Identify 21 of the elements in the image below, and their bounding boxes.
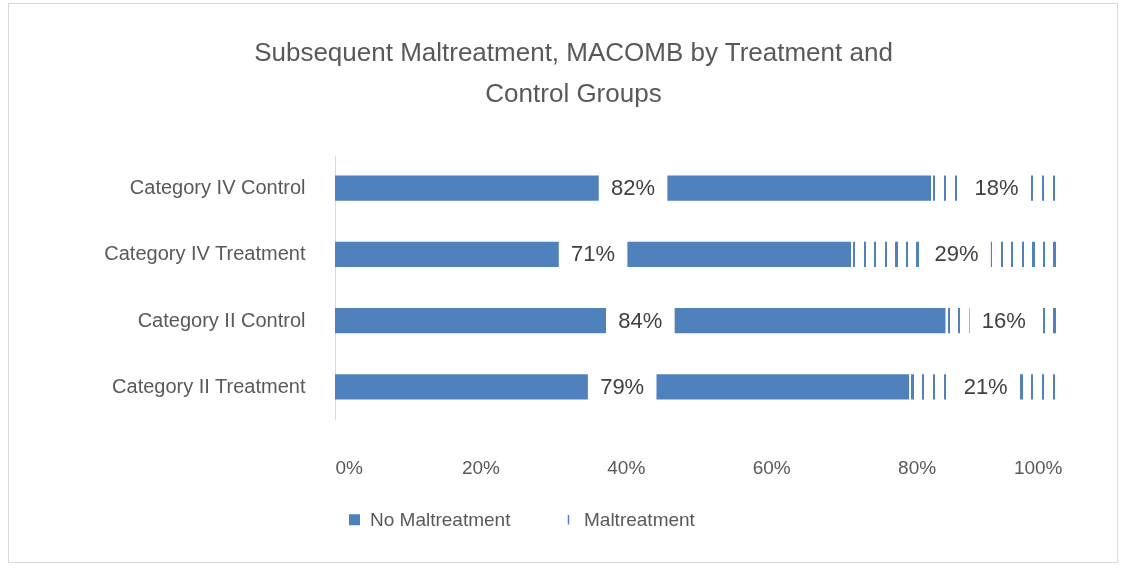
data-label: 16% [981,307,1026,333]
y-tick-label: Category II Treatment [112,374,306,397]
y-tick-label: Category II Control [137,308,306,331]
x-tick-label: 0% [335,456,364,478]
y-tick-label: Category IV Control [129,176,306,199]
x-tick-label: 60% [752,456,791,478]
x-tick-label: 40% [607,456,646,478]
legend-label: No Maltreatment [370,508,512,530]
x-tick-label: 100% [1013,456,1063,478]
data-label: 82% [611,175,656,201]
x-tick-label: 20% [461,456,501,478]
x-tick-label: 80% [898,456,937,478]
legend-label: Maltreatment [584,508,696,530]
data-label: 29% [934,241,979,267]
data-label: 18% [974,175,1019,201]
y-tick-label: Category IV Treatment [104,242,306,265]
data-label: 21% [963,373,1008,399]
data-label: 79% [600,373,645,399]
data-label: 71% [571,241,616,267]
data-label: 84% [618,307,663,333]
chart-title: Subsequent Maltreatment, MACOMB by Treatment and Control Groups [254,37,893,108]
